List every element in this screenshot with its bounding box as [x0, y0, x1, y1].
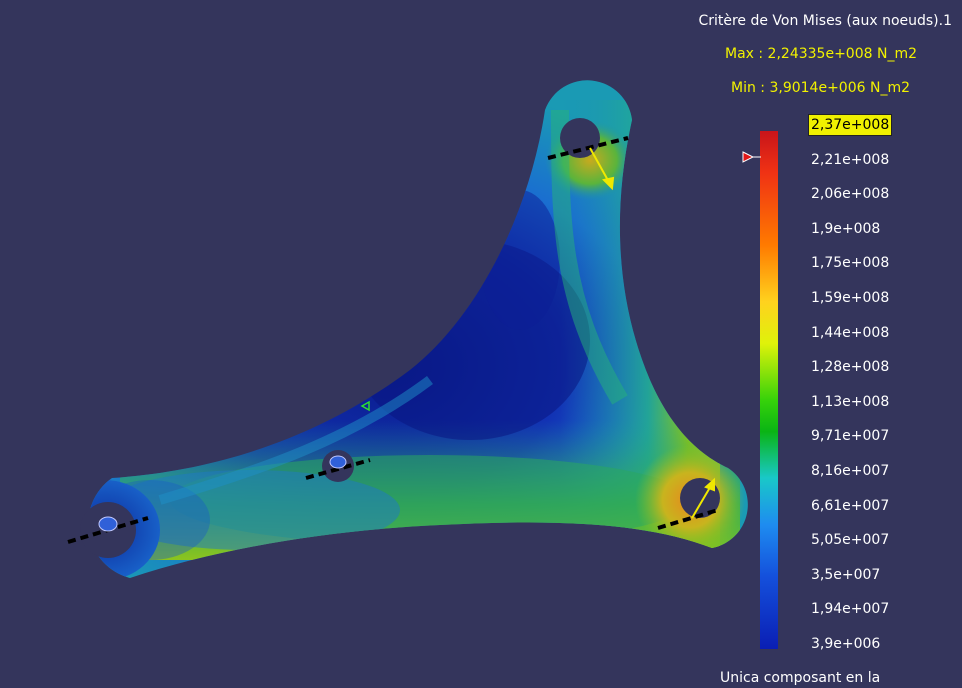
- scale-tick-label: 1,75e+008: [811, 255, 890, 272]
- scale-tick-label: 1,28e+008: [811, 359, 890, 376]
- legend-max-value: Max : 2,24335e+008 N_m2: [725, 46, 917, 62]
- scale-tick-label: 2,06e+008: [811, 186, 890, 203]
- scale-max-label: 2,37e+008: [809, 115, 892, 135]
- scale-tick-label: 3,5e+007: [811, 566, 881, 583]
- triangle-marker-icon: [360, 400, 370, 412]
- scale-tick-label: 1,9e+008: [811, 220, 881, 237]
- scale-tick-label: 9,71e+007: [811, 428, 890, 445]
- scale-tick-label: 1,44e+008: [811, 324, 890, 341]
- scale-tick-label: 1,13e+008: [811, 393, 890, 410]
- scale-tick-label: 1,59e+008: [811, 290, 890, 306]
- load-arrow-icon: [589, 147, 715, 519]
- scale-tick-label: 3,9e+006: [811, 636, 881, 652]
- bearing-icon: [98, 455, 347, 532]
- scale-tick-label: 2,21e+008: [811, 151, 890, 168]
- legend-footer: Unica composant en la: [720, 670, 881, 686]
- scale-tick-label: 6,61e+007: [811, 497, 890, 514]
- scale-cursor-flag-icon[interactable]: [741, 150, 761, 166]
- scale-tick-label: 8,16e+007: [811, 463, 890, 479]
- scale-tick-label: 1,94e+007: [811, 601, 890, 618]
- legend-title: Critère de Von Mises (aux noeuds).1: [698, 13, 952, 29]
- legend-min-value: Min : 3,9014e+006 N_m2: [731, 80, 910, 96]
- color-scale-bar[interactable]: [760, 131, 778, 649]
- scale-tick-label: 5,05e+007: [811, 532, 890, 549]
